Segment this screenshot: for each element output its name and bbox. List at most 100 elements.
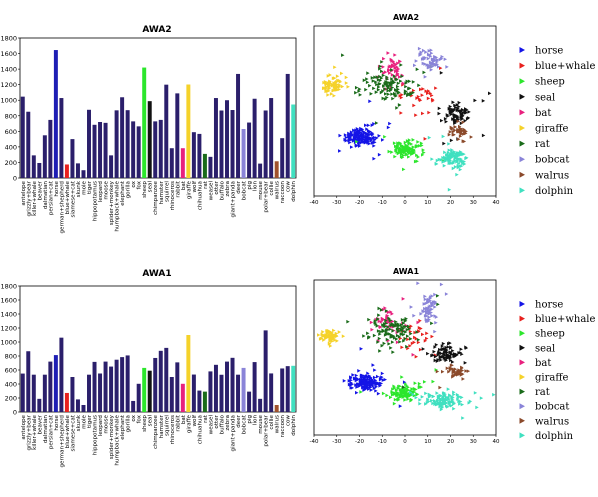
- scatter-point-rat: [399, 331, 403, 336]
- y-tick-label: 600: [5, 367, 17, 375]
- x-tick-label: rat: [203, 414, 209, 423]
- scatter-point-dolphin: [441, 155, 445, 160]
- x-tick-label: 0: [403, 439, 407, 445]
- scatter-point-bat: [385, 314, 389, 318]
- scatter-point-horse: [354, 134, 359, 139]
- scatter-point-rat: [383, 97, 388, 101]
- x-tick-label: skunk: [76, 414, 82, 431]
- scatter-point-giraffe: [332, 93, 336, 98]
- bar-gorilla: [125, 355, 130, 412]
- x-tick-label: tiger: [87, 180, 93, 194]
- scatter-point-rat: [378, 74, 382, 79]
- scatter-point-horse: [358, 380, 363, 384]
- scatter-point-horse: [362, 140, 366, 144]
- x-tick-label: -40: [310, 200, 319, 206]
- scatter-point-bat: [396, 61, 400, 66]
- scatter-point-rat: [379, 76, 384, 80]
- scatter-point-seal: [441, 354, 445, 359]
- legend-label: blue+whale: [535, 61, 595, 72]
- scatter-point-dolphin: [460, 395, 464, 400]
- x-tick-label: humpback+whale: [115, 414, 121, 465]
- scatter-point-sheep: [398, 146, 403, 151]
- scatter-point-giraffe: [344, 81, 349, 85]
- scatter-point-bobcat: [428, 304, 432, 308]
- bar-tiger: [87, 109, 91, 178]
- scatter-point-rat: [357, 89, 361, 93]
- scatter-point-giraffe: [330, 339, 334, 344]
- scatter-point-rat: [370, 76, 375, 80]
- x-tick-label: -10: [378, 200, 387, 206]
- scatter-point-bobcat: [424, 301, 428, 306]
- scatter-point-dolphin: [437, 396, 441, 401]
- scatter-point-rat: [377, 85, 381, 89]
- scatter-point-walrus: [435, 369, 440, 374]
- legend-marker-seal: [519, 93, 525, 100]
- scatter-point-walrus: [462, 132, 466, 136]
- scatter-point-horse: [363, 384, 368, 388]
- legend-label: sheep: [535, 329, 565, 340]
- x-tick-label: spider+monkey: [109, 180, 115, 225]
- scatter-point-seal: [481, 99, 486, 103]
- bar-mole: [81, 405, 86, 412]
- scatter-point-blue+whale: [438, 66, 443, 70]
- bar-collie: [269, 373, 274, 412]
- scatter-point-seal: [458, 350, 463, 355]
- scatter-point-seal: [459, 347, 463, 352]
- scatter-point-giraffe: [346, 84, 350, 89]
- plot-frame: [19, 37, 297, 179]
- scatter-point-dolphin: [428, 393, 433, 398]
- scatter-point-dolphin: [436, 402, 440, 407]
- bar-bat: [180, 148, 185, 178]
- bar-otter: [213, 98, 218, 178]
- scatter-point-dolphin: [435, 158, 440, 163]
- scatter-point-seal: [437, 111, 441, 116]
- scatter-point-blue+whale: [409, 324, 413, 328]
- scatter-point-seal: [421, 347, 426, 351]
- bar-chimpanzee: [153, 121, 158, 178]
- scatter-point-rat: [392, 91, 397, 96]
- scatter-point-rat: [394, 319, 398, 324]
- scatter-point-seal: [447, 106, 452, 111]
- scatter-point-bobcat: [419, 52, 423, 56]
- bar-grizzly+bear: [26, 351, 31, 412]
- x-tick-label: antelope: [21, 180, 27, 205]
- scatter-point-dolphin: [455, 392, 460, 397]
- scatter-point-bat: [382, 56, 386, 61]
- scatter-point-dolphin: [441, 160, 445, 164]
- scatter-point-dolphin: [452, 160, 456, 164]
- scatter-point-seal: [436, 357, 440, 362]
- scatter-point-rat: [341, 53, 345, 58]
- bar-ox: [131, 121, 136, 178]
- scatter-point-horse: [350, 386, 355, 390]
- scatter-point-giraffe: [341, 334, 346, 339]
- scatter-point-sheep: [404, 152, 408, 156]
- bar-chihuahua: [197, 133, 202, 178]
- scatter-point-dolphin: [437, 157, 442, 162]
- scatter-point-sheep: [417, 144, 422, 148]
- scatter-point-seal: [426, 351, 430, 356]
- scatter-point-horse: [364, 131, 369, 136]
- scatter-point-rat: [385, 77, 390, 82]
- scatter-point-dolphin: [473, 391, 478, 395]
- x-tick-label: rabbit: [175, 414, 181, 431]
- x-tick-label: leopard: [98, 415, 104, 437]
- scatter-point-sheep: [395, 393, 399, 397]
- bar-tiger: [87, 374, 91, 412]
- bar-rhinoceros: [169, 377, 174, 412]
- x-tick-label: horse: [54, 180, 60, 196]
- scatter-point-horse: [365, 127, 369, 131]
- bar-weasel: [208, 156, 213, 178]
- legend-label: dolphin: [535, 186, 574, 197]
- scatter-point-dolphin: [442, 399, 446, 404]
- scatter-point-giraffe: [320, 336, 324, 341]
- scatter-point-horse: [364, 137, 368, 142]
- x-tick-label: bat: [181, 414, 187, 424]
- scatter-point-sheep: [390, 150, 394, 154]
- bar-polar+bear: [263, 110, 268, 178]
- scatter-point-sheep: [431, 379, 435, 384]
- x-tick-label: dolphin: [291, 181, 297, 202]
- scatter-point-bobcat: [425, 310, 429, 314]
- scatter-point-sheep: [383, 134, 387, 139]
- scatter-point-walrus: [445, 366, 450, 371]
- scatter-point-rat: [407, 86, 411, 91]
